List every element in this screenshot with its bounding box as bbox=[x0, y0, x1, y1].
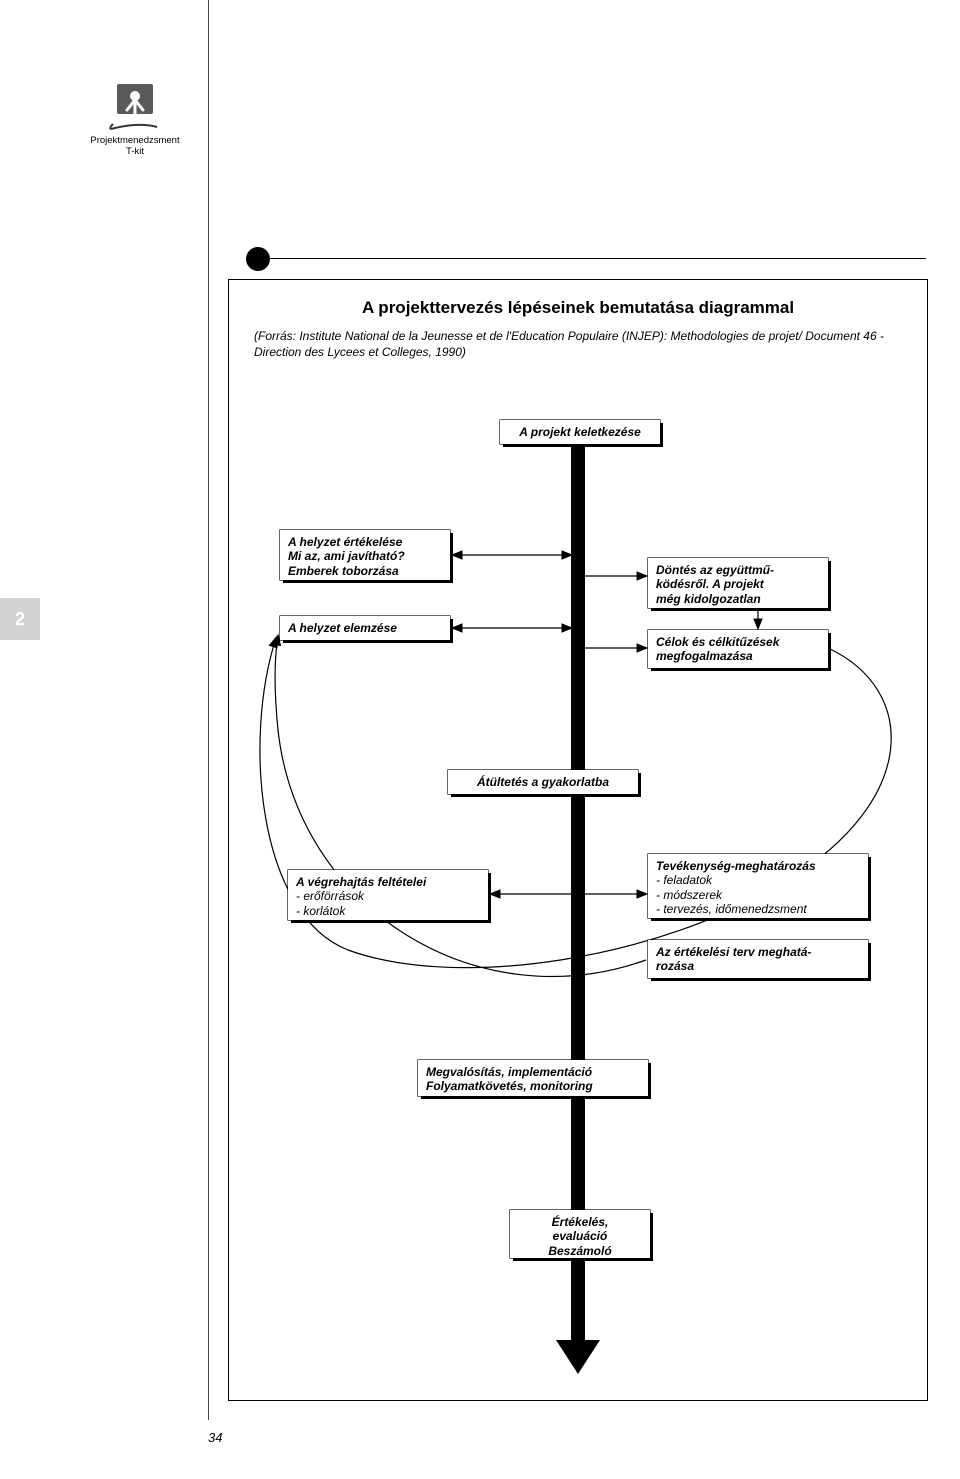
header-bullet-icon bbox=[246, 247, 270, 271]
left-margin-rule bbox=[208, 0, 209, 1420]
flow-box-origin: A projekt keletkezése bbox=[500, 420, 660, 444]
flow-box-evalplan: Az értékelési terv meghatá-rozása bbox=[648, 940, 868, 978]
flow-box-impl: Megvalósítás, implementációFolyamatkövet… bbox=[418, 1060, 648, 1096]
flow-box-goals: Célok és célkitűzésekmegfogalmazása bbox=[648, 630, 828, 668]
chapter-tab: 2 bbox=[0, 598, 40, 640]
page: Projektmenedzsment T-kit 2 A projektterv… bbox=[0, 0, 960, 1479]
logo-caption-line2: T-kit bbox=[126, 146, 144, 157]
logo-caption: Projektmenedzsment T-kit bbox=[80, 136, 190, 158]
diagram-title: A projekttervezés lépéseinek bemutatása … bbox=[238, 298, 918, 318]
page-number: 34 bbox=[208, 1430, 222, 1445]
flow-box-activity: Tevékenység-meghatározás- feladatok- mód… bbox=[648, 854, 868, 918]
figure-icon bbox=[107, 80, 163, 130]
logo-caption-line1: Projektmenedzsment bbox=[90, 135, 179, 146]
header-hline bbox=[258, 258, 926, 259]
flow-box-cond: A végrehajtás feltételei- erőförrások- k… bbox=[288, 870, 488, 920]
diagram-source: (Forrás: Institute National de la Jeunes… bbox=[254, 328, 904, 360]
chapter-number: 2 bbox=[15, 609, 25, 630]
project-flowchart: A projekt keletkezése A helyzet értékelés… bbox=[228, 380, 928, 1395]
logo-block: Projektmenedzsment T-kit bbox=[80, 80, 190, 158]
flow-box-eval: Értékelés,evaluációBeszámoló bbox=[510, 1210, 650, 1258]
flow-box-practice: Átültetés a gyakorlatba bbox=[448, 770, 638, 794]
flow-box-decision: Döntés az együttmű-ködésről. A projektmé… bbox=[648, 558, 828, 608]
header-ornament bbox=[246, 247, 946, 277]
flow-box-assess: A helyzet értékeléseMi az, ami javítható… bbox=[280, 530, 450, 580]
flow-box-analyze: A helyzet elemzése bbox=[280, 616, 450, 640]
